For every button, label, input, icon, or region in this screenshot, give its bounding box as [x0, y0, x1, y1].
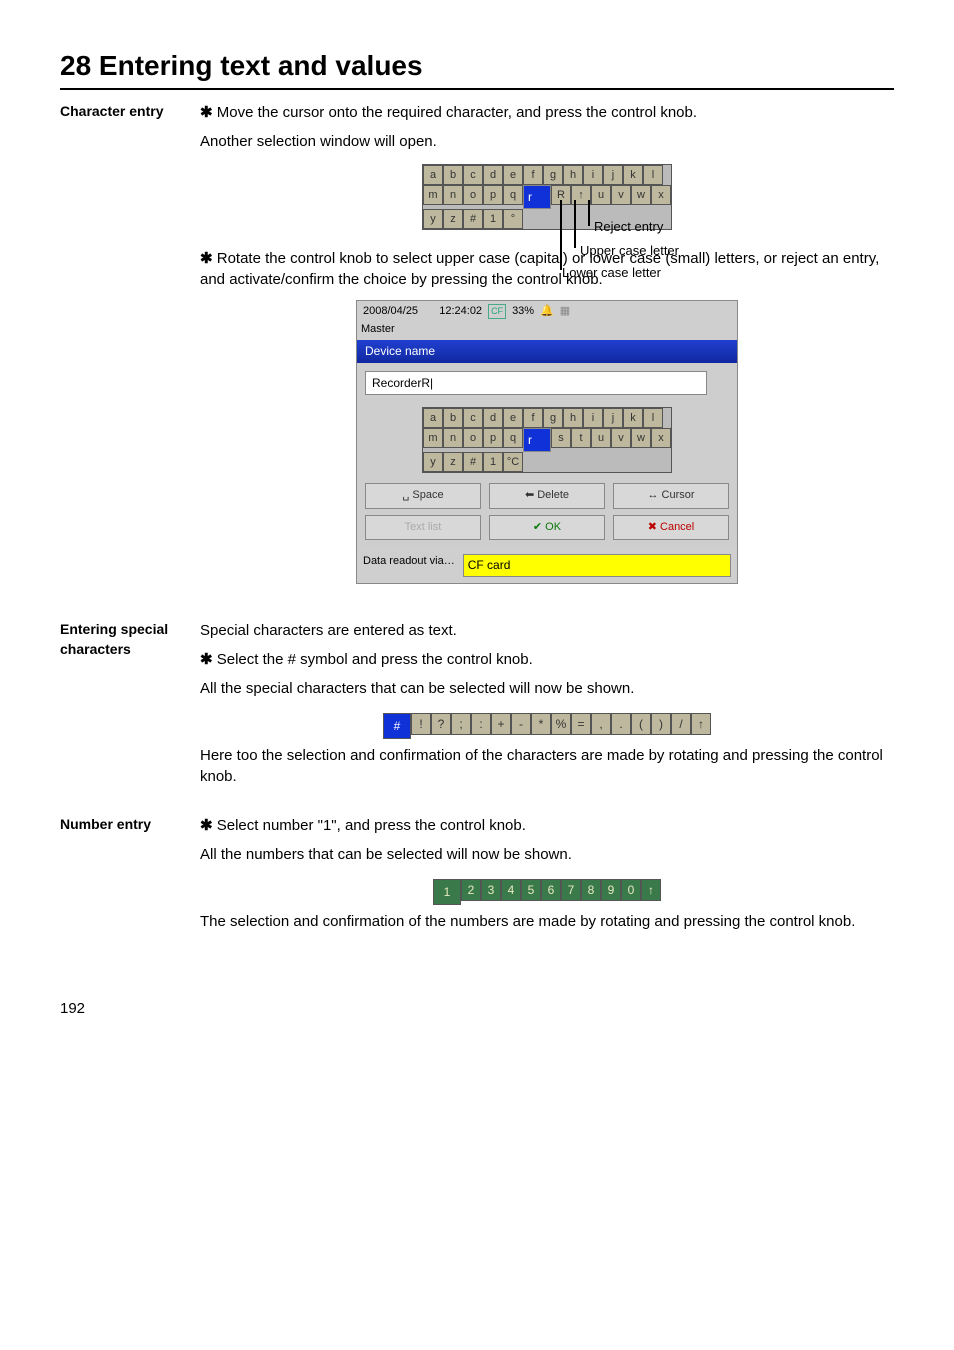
page-title: 28 Entering text and values: [60, 50, 894, 82]
status-icon: ▦: [560, 304, 570, 319]
special-instr: ✱ Select the # symbol and press the cont…: [200, 649, 894, 670]
special-p1: Special characters are entered as text.: [200, 620, 894, 641]
dlg-title: Device name: [357, 340, 737, 363]
instr-char2: ✱ Rotate the control knob to select uppe…: [200, 248, 894, 290]
dlg-time: 12:24:02: [439, 304, 482, 319]
section-label-special: Entering special characters: [60, 620, 200, 795]
textlist-button[interactable]: Text list: [365, 515, 481, 540]
cancel-button[interactable]: ✖ Cancel: [613, 515, 729, 540]
cursor-button[interactable]: ↔ Cursor: [613, 483, 729, 508]
footer-select[interactable]: CF card: [463, 554, 731, 577]
number-strip: 1234567890↑: [433, 879, 661, 905]
number-instr: ✱ Select number "1", and press the contr…: [200, 815, 894, 836]
pct: 33%: [512, 304, 534, 319]
keyboard-grid-dialog[interactable]: abcdefghijklmnopqrstuvwxyz#1°C: [422, 407, 672, 473]
bell-icon: 🔔: [540, 304, 554, 319]
number-instr-text: Select number "1", and press the control…: [217, 817, 526, 834]
device-name-dialog: 2008/04/25 12:24:02 CF 33% 🔔 ▦ Master De…: [356, 300, 738, 584]
device-name-input[interactable]: RecorderR|: [365, 371, 707, 396]
special-strip: #!?;:+-*%=,.()/↑: [383, 713, 711, 739]
instr-char: ✱ Move the cursor onto the required char…: [200, 102, 894, 123]
callout-line-lower: [560, 200, 562, 270]
callout-line-upper: [574, 200, 576, 248]
section-label-number: Number entry: [60, 815, 200, 940]
special-p2: All the special characters that can be s…: [200, 678, 894, 699]
callout-upper: Upper case letter: [580, 242, 679, 260]
callout-lower: Lower case letter: [562, 264, 661, 282]
callout-reject: Reject entry: [594, 218, 663, 236]
section-label-character-entry: Character entry: [60, 102, 200, 600]
dlg-mode: Master: [361, 323, 395, 335]
number-p2: The selection and confirmation of the nu…: [200, 911, 894, 932]
title-rule: [60, 88, 894, 90]
callout-line-reject: [588, 200, 590, 226]
number-p1: All the numbers that can be selected wil…: [200, 844, 894, 865]
page-number: 192: [60, 1000, 894, 1017]
space-button[interactable]: ␣ Space: [365, 483, 481, 508]
cf-icon: CF: [488, 304, 506, 319]
instr-char-text: Move the cursor onto the required charac…: [217, 104, 697, 121]
instr-char2-text: Rotate the control knob to select upper …: [200, 250, 879, 288]
special-p3: Here too the selection and confirmation …: [200, 745, 894, 787]
footer-label: Data readout via…: [363, 554, 455, 577]
dlg-date: 2008/04/25: [363, 304, 418, 319]
note-char: Another selection window will open.: [200, 131, 894, 152]
delete-button[interactable]: ⬅ Delete: [489, 483, 605, 508]
ok-button[interactable]: ✔ OK: [489, 515, 605, 540]
special-instr-text: Select the # symbol and press the contro…: [217, 651, 533, 668]
